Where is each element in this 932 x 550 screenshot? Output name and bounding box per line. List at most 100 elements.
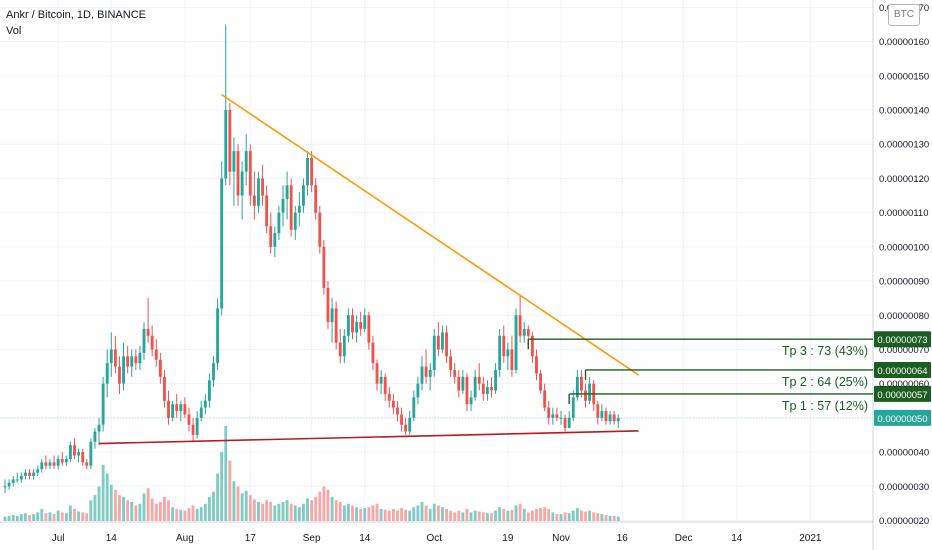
price-tick-label: 0.00000130 bbox=[879, 140, 929, 151]
volume-bar bbox=[28, 514, 31, 521]
candle-body bbox=[485, 387, 489, 394]
candle bbox=[584, 383, 587, 408]
volume-bar bbox=[314, 496, 318, 521]
candle bbox=[158, 352, 162, 384]
candle bbox=[485, 380, 489, 401]
candle bbox=[36, 465, 40, 477]
candle-body bbox=[575, 376, 579, 398]
volume-bar bbox=[154, 503, 158, 521]
volume-bar bbox=[351, 505, 354, 521]
candle-body bbox=[469, 397, 473, 405]
volume-bar bbox=[469, 512, 473, 521]
volume-bar bbox=[191, 505, 195, 521]
candle bbox=[232, 137, 236, 206]
volume-bar bbox=[387, 510, 391, 521]
volume-bar bbox=[269, 502, 273, 521]
candle-body bbox=[596, 404, 600, 418]
candle bbox=[281, 185, 285, 227]
candle bbox=[535, 349, 538, 381]
volume-bar bbox=[306, 498, 309, 521]
price-tick-label: 0.00000110 bbox=[879, 208, 929, 219]
volume-bar bbox=[490, 513, 493, 521]
candle bbox=[7, 479, 11, 490]
volume-bar bbox=[334, 500, 338, 521]
volume-bar bbox=[428, 508, 432, 521]
candle-body bbox=[171, 404, 175, 418]
volume-bar bbox=[539, 508, 542, 521]
candle bbox=[408, 411, 412, 435]
volume-bar bbox=[277, 503, 281, 521]
volume-bar bbox=[616, 516, 620, 521]
candle bbox=[502, 325, 506, 364]
candle bbox=[56, 455, 60, 470]
candle-body bbox=[416, 383, 420, 398]
volume-bar bbox=[453, 512, 457, 521]
candle bbox=[212, 356, 215, 388]
volume-bar bbox=[24, 513, 27, 521]
volume-bar bbox=[236, 486, 240, 521]
volume-bar bbox=[257, 502, 260, 521]
candle-body bbox=[322, 246, 326, 288]
candle bbox=[514, 308, 518, 374]
volume-bar bbox=[359, 508, 363, 521]
candle bbox=[346, 308, 350, 343]
price-tick-label: 0.00000140 bbox=[879, 106, 929, 117]
volume-bar bbox=[11, 514, 15, 521]
currency-badge[interactable]: BTC bbox=[888, 4, 920, 26]
volume-bar bbox=[322, 486, 326, 521]
candle bbox=[154, 339, 158, 367]
volume-bar bbox=[530, 510, 534, 521]
time-tick-label: 17 bbox=[245, 533, 257, 544]
candle-body bbox=[203, 400, 207, 408]
candle bbox=[445, 325, 448, 364]
volume-bar bbox=[293, 505, 297, 521]
chart-title: Ankr / Bitcoin, 1D, BINANCE bbox=[6, 9, 146, 21]
candle bbox=[481, 376, 485, 401]
candle bbox=[400, 407, 403, 432]
volume-bar bbox=[432, 503, 436, 521]
candle-body bbox=[424, 366, 428, 377]
candle bbox=[563, 414, 567, 432]
volume-bar bbox=[543, 507, 547, 521]
volume-bar bbox=[502, 508, 506, 521]
candle bbox=[32, 469, 36, 480]
price-tick-label: 0.00000070 bbox=[879, 345, 929, 356]
volume-bar bbox=[575, 508, 579, 521]
volume-bar bbox=[481, 512, 485, 521]
volume-bar bbox=[584, 511, 587, 521]
volume-bar bbox=[252, 499, 256, 521]
candle-body bbox=[535, 356, 538, 374]
candle bbox=[24, 469, 27, 480]
candle bbox=[359, 311, 363, 336]
volume-bar bbox=[555, 514, 559, 521]
candle-body bbox=[518, 315, 522, 336]
candle bbox=[257, 171, 260, 213]
volume-bar bbox=[7, 515, 11, 521]
candle-body bbox=[420, 366, 424, 384]
volume-bar bbox=[171, 507, 175, 521]
candle bbox=[44, 455, 48, 470]
volume-bar bbox=[207, 496, 211, 521]
candle-body bbox=[453, 369, 457, 377]
volume-bar bbox=[310, 500, 314, 521]
candle bbox=[404, 417, 408, 435]
volume-bar bbox=[81, 512, 85, 521]
volume-bar bbox=[302, 503, 305, 521]
candle bbox=[367, 311, 371, 350]
candle-body bbox=[306, 157, 309, 186]
volume-bar bbox=[535, 508, 538, 521]
volume-bar bbox=[15, 515, 19, 521]
candle bbox=[273, 226, 277, 258]
volume-bar bbox=[101, 464, 105, 521]
candle-body bbox=[432, 335, 436, 370]
candle-body bbox=[498, 335, 502, 370]
volume-bar bbox=[400, 508, 403, 521]
volume-bar bbox=[391, 508, 395, 521]
volume-bar bbox=[60, 512, 64, 521]
candle-body bbox=[179, 404, 183, 412]
volume-bar bbox=[477, 511, 481, 521]
candle-body bbox=[588, 383, 592, 401]
candle bbox=[203, 393, 207, 415]
candle-body bbox=[314, 185, 318, 213]
